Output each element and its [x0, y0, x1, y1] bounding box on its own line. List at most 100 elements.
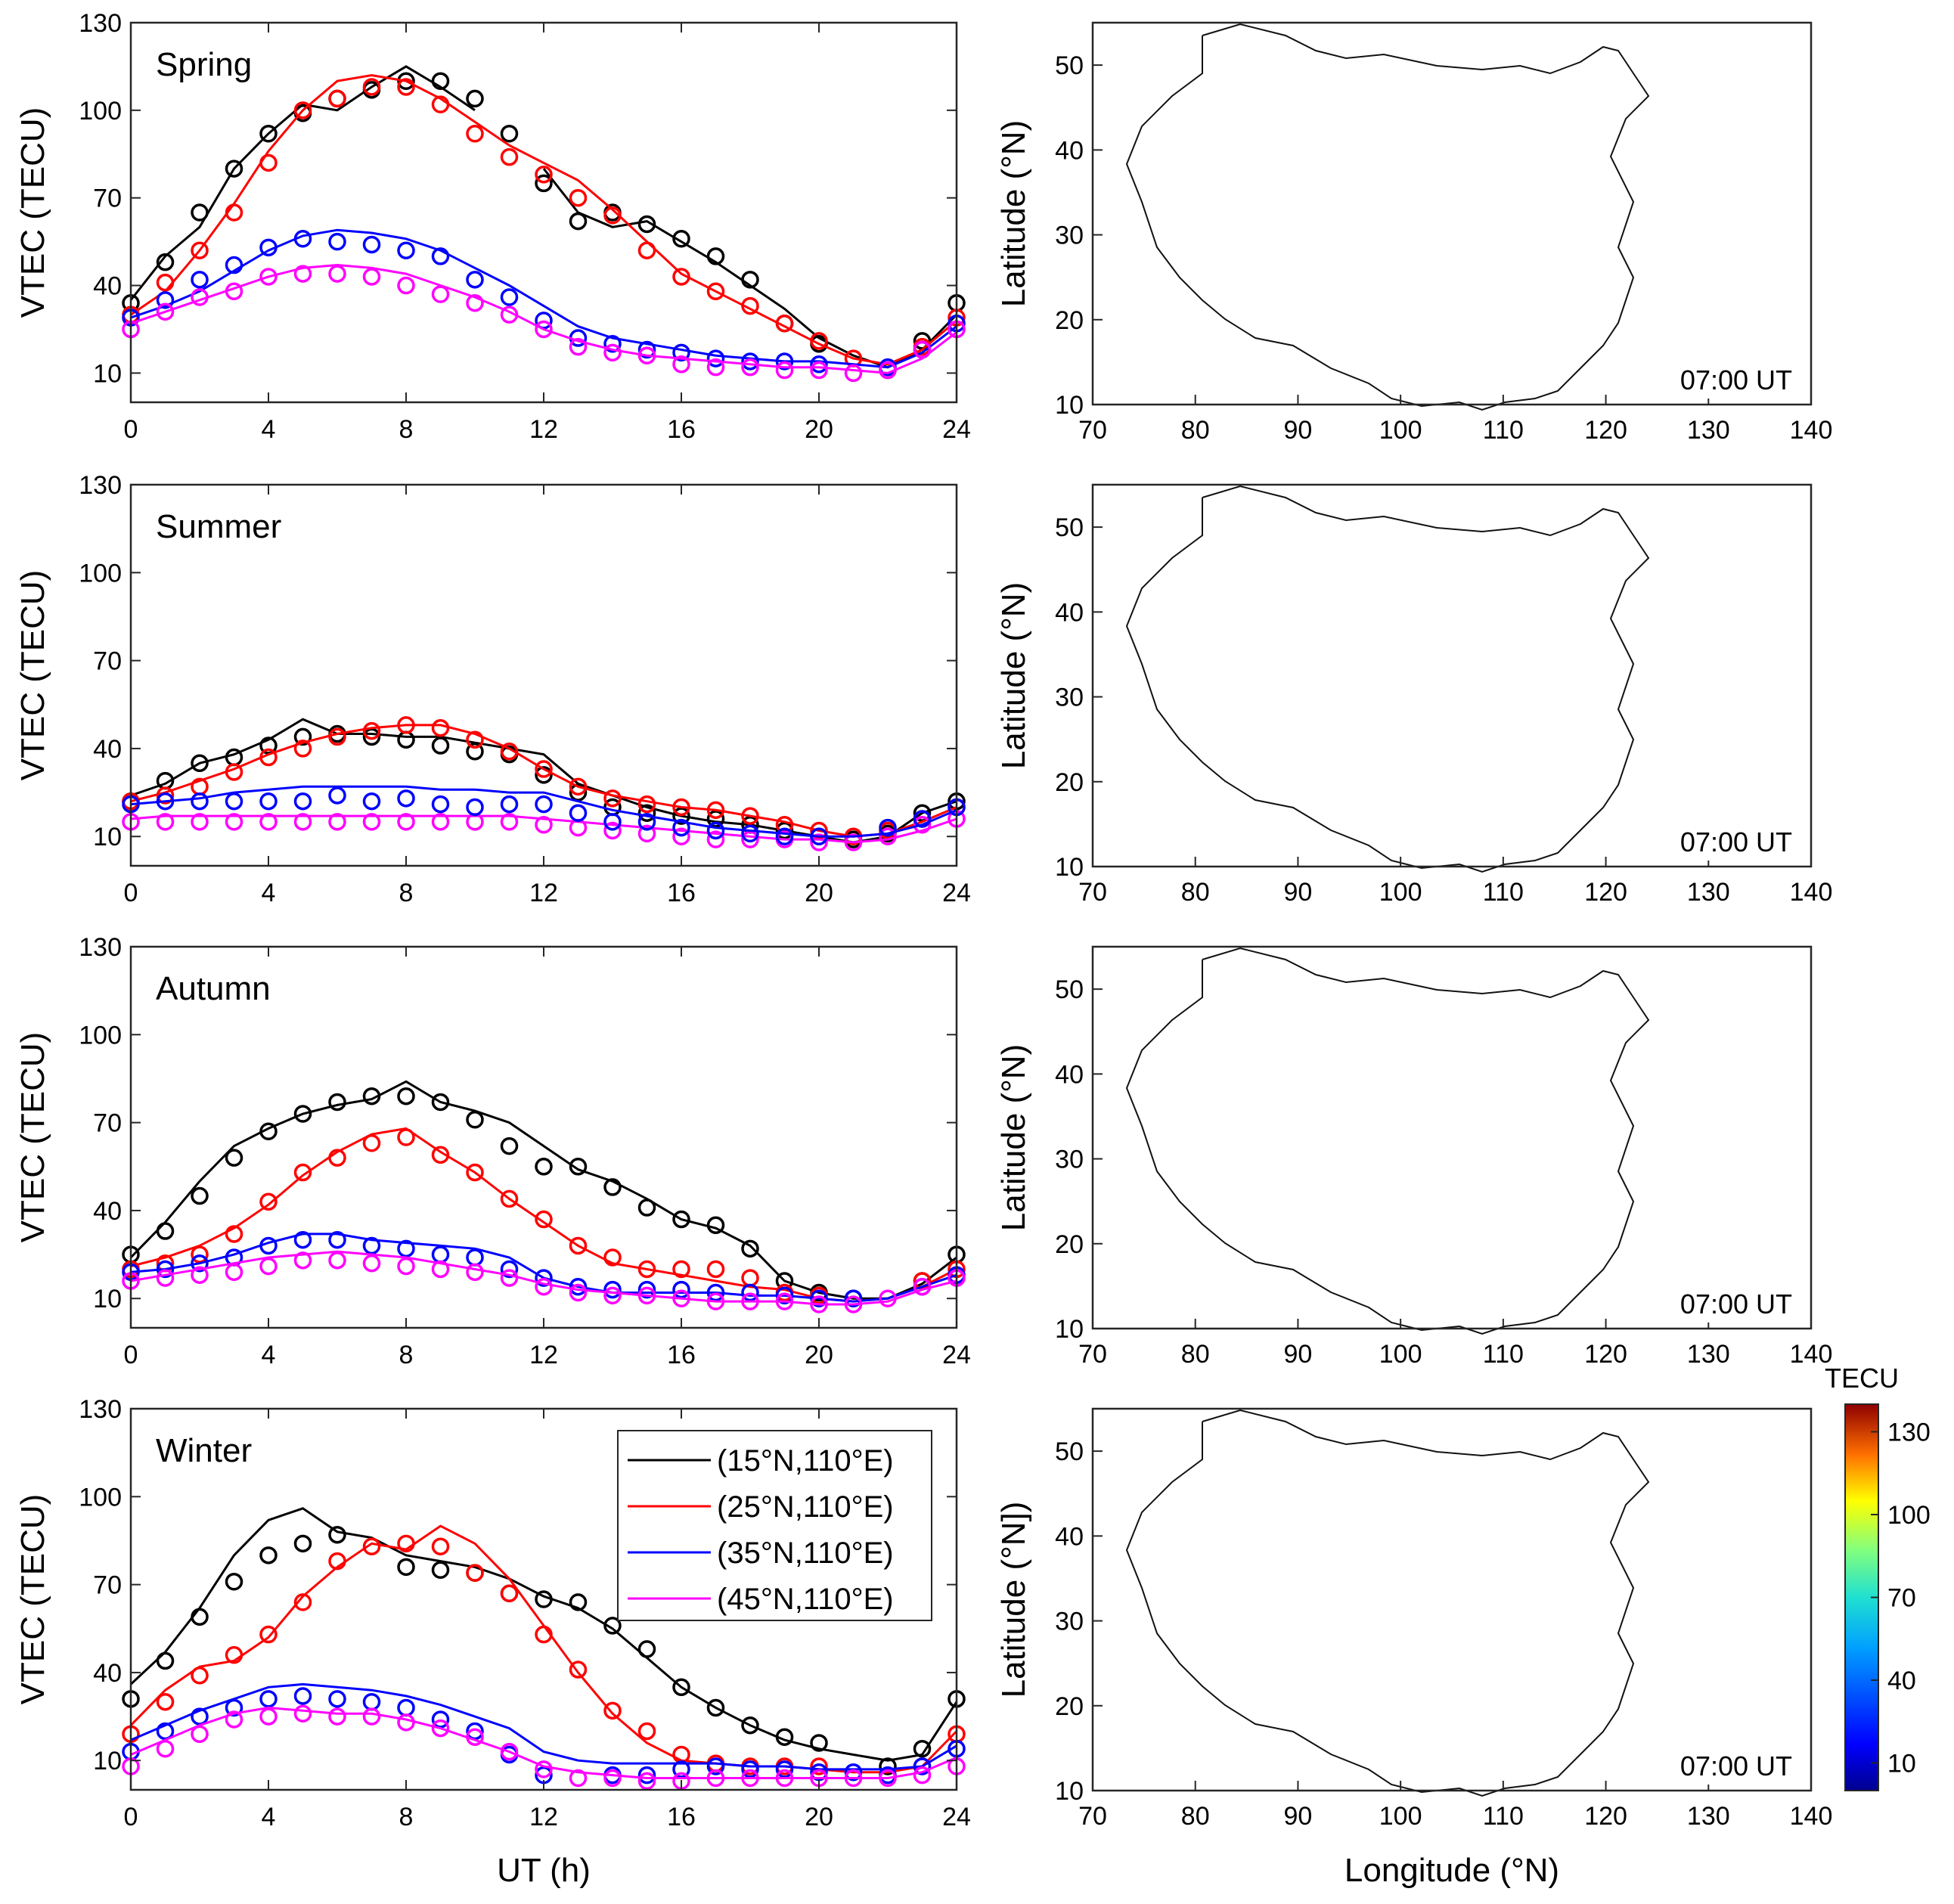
series-marker [225, 1572, 243, 1591]
map-frame [1091, 945, 1813, 1330]
series-4 [122, 785, 966, 845]
series-marker [637, 1766, 656, 1785]
y-tick-label: 130 [79, 1395, 122, 1424]
series-marker [637, 1722, 656, 1741]
map-x-tick-label: 130 [1687, 1802, 1730, 1831]
panel-title: Spring [156, 46, 252, 83]
series-marker [535, 1269, 553, 1287]
series-marker [259, 792, 278, 811]
series-marker [191, 754, 209, 773]
series-marker [741, 1283, 759, 1302]
series-marker [637, 1280, 656, 1299]
series-marker [500, 1260, 519, 1279]
series-marker [225, 282, 243, 301]
series-marker [535, 1158, 553, 1176]
y-tick-label: 70 [93, 1109, 122, 1138]
series-marker [431, 813, 450, 831]
series-marker [741, 1239, 759, 1258]
series-marker [913, 1277, 932, 1296]
series-marker [500, 795, 519, 814]
series-marker [741, 807, 759, 825]
series-marker [362, 1087, 381, 1105]
legend-box [617, 1430, 932, 1621]
map-x-tick-label: 130 [1687, 878, 1730, 907]
series-marker [191, 203, 209, 222]
series-marker [535, 815, 553, 834]
series-marker [225, 1645, 243, 1664]
series-marker [637, 1260, 656, 1279]
series-marker [431, 1710, 450, 1729]
series-marker [672, 230, 690, 248]
map-x-tick-label: 70 [1078, 1340, 1107, 1369]
map-x-tick-label: 80 [1181, 1340, 1210, 1369]
series-marker [844, 364, 863, 383]
x-tick-label: 4 [262, 1803, 276, 1831]
series-marker [569, 337, 588, 356]
series-marker [810, 361, 828, 380]
panel-title: Winter [156, 1432, 252, 1469]
map-y-tick-label: 20 [1055, 1692, 1084, 1721]
y-tick-label: 10 [93, 823, 122, 851]
map-y-tick-label: 50 [1055, 975, 1084, 1004]
map-x-tick-label: 90 [1284, 1340, 1313, 1369]
series-marker [328, 265, 346, 283]
series-marker [362, 727, 381, 746]
series-marker [879, 827, 897, 845]
series-marker [466, 1722, 484, 1741]
x-axis-label: UT (h) [497, 1852, 591, 1889]
legend-label: (35°N,110°E) [717, 1537, 894, 1570]
series-marker [328, 1690, 346, 1708]
series-marker [500, 305, 519, 324]
series-marker [603, 1617, 622, 1635]
series-marker [913, 340, 932, 359]
y-tick-label: 40 [93, 735, 122, 764]
series-marker [603, 335, 622, 353]
map-y-tick-label: 10 [1055, 853, 1084, 882]
x-tick-label: 20 [805, 1803, 833, 1831]
series-marker [225, 1225, 243, 1243]
map-x-tick-label: 80 [1181, 1802, 1210, 1831]
series-line [130, 724, 957, 838]
series-marker [603, 206, 622, 225]
series-marker [191, 1667, 209, 1685]
series-marker [535, 766, 553, 784]
map-y-tick-label: 30 [1055, 1608, 1084, 1636]
map-x-tick-label: 140 [1790, 416, 1833, 445]
legend-label: (15°N,110°E) [717, 1444, 894, 1478]
series-marker [637, 1286, 656, 1305]
series-marker [810, 1289, 828, 1307]
series-marker [191, 1245, 209, 1264]
series-marker [706, 247, 725, 265]
series-3 [122, 810, 966, 851]
series-marker [466, 1163, 484, 1182]
series-marker [328, 727, 346, 746]
series-marker [328, 232, 346, 251]
series-marker [225, 763, 243, 781]
series-marker [293, 1687, 312, 1705]
series-marker [741, 1769, 759, 1788]
series-marker [535, 1590, 553, 1608]
country-border [1125, 485, 1650, 873]
map-x-tick-label: 90 [1284, 416, 1313, 445]
series-marker [466, 124, 484, 143]
series-marker [879, 1289, 897, 1307]
series-marker [913, 1739, 932, 1758]
series-marker [603, 813, 622, 831]
series-marker [775, 314, 794, 333]
x-tick-label: 20 [805, 415, 833, 444]
series-marker [259, 1690, 278, 1708]
map-time-label: 07:00 UT [1680, 1288, 1792, 1319]
x-tick-label: 24 [942, 1803, 971, 1831]
map-x-tick-label: 90 [1284, 878, 1313, 907]
series-line [130, 814, 957, 844]
series-marker [191, 792, 209, 811]
series-marker [672, 343, 690, 362]
series-marker [156, 302, 175, 321]
series-marker [535, 174, 553, 193]
map-x-tick-label: 80 [1181, 878, 1210, 907]
map-y-tick-label: 20 [1055, 768, 1084, 797]
series-marker [913, 1272, 932, 1290]
series-marker [431, 285, 450, 303]
series-marker [741, 1292, 759, 1310]
time-label-bg [1650, 1283, 1801, 1323]
